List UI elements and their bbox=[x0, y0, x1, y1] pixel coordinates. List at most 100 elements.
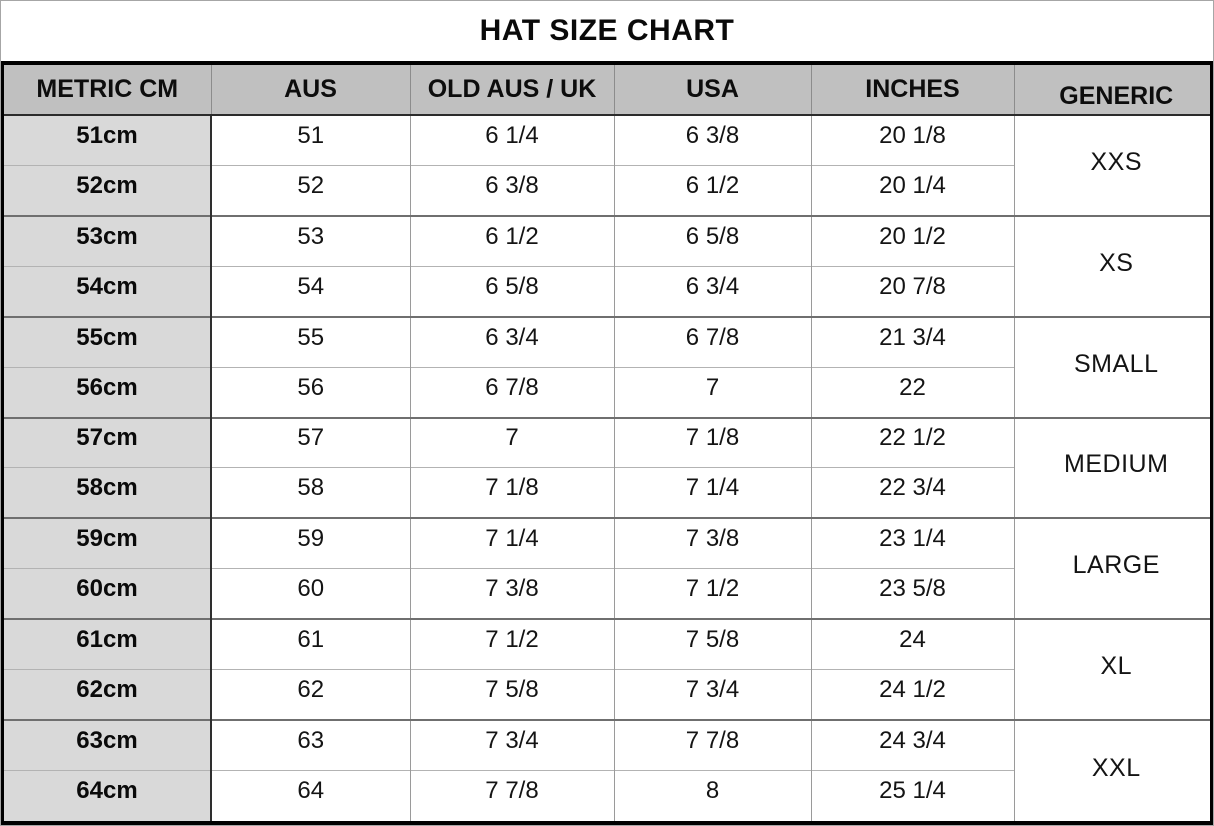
inches-size-cell: 24 1/2 bbox=[810, 669, 1014, 721]
aus-size-cell: 62 bbox=[210, 669, 410, 721]
metric-cm-cell: 53cm bbox=[4, 214, 211, 267]
metric-cm-cell: 61cm bbox=[4, 618, 211, 670]
size-table-container: METRIC CM AUS OLD AUS / UK USA INCHES GE… bbox=[1, 61, 1213, 825]
generic-size-cell: LARGE bbox=[1013, 517, 1210, 620]
old-aus-uk-size-cell: 6 1/2 bbox=[409, 214, 614, 267]
table-row: 57cm 57 7 7 1/8 22 1/2 MEDIUM bbox=[4, 416, 1210, 519]
inches-size-cell: 22 3/4 bbox=[810, 467, 1014, 519]
column-header-old-aus-uk: OLD AUS / UK bbox=[409, 65, 614, 116]
old-aus-uk-size-cell: 6 3/8 bbox=[409, 164, 614, 216]
table-header: METRIC CM AUS OLD AUS / UK USA INCHES GE… bbox=[4, 65, 1210, 116]
aus-size-cell: 54 bbox=[210, 265, 410, 317]
old-aus-uk-size-cell: 7 1/8 bbox=[409, 467, 614, 519]
table-row: 64cm 64 7 7/8 8 25 1/4 bbox=[4, 769, 1210, 821]
inches-size-cell: 25 1/4 bbox=[810, 769, 1014, 821]
inches-size-cell: 20 1/2 bbox=[810, 214, 1014, 267]
old-aus-uk-size-cell: 7 1/2 bbox=[409, 618, 614, 670]
usa-size-cell: 7 7/8 bbox=[613, 719, 811, 771]
metric-cm-cell: 63cm bbox=[4, 719, 211, 771]
table-row: 63cm 63 7 3/4 7 7/8 24 3/4 XXL bbox=[4, 719, 1210, 821]
aus-size-cell: 61 bbox=[210, 618, 410, 670]
table-row: 53cm 53 6 1/2 6 5/8 20 1/2 XS bbox=[4, 214, 1210, 317]
aus-size-cell: 64 bbox=[210, 769, 410, 821]
usa-size-cell: 6 3/4 bbox=[613, 265, 811, 317]
generic-size-cell: XXS bbox=[1013, 115, 1210, 216]
table-row: 58cm 58 7 1/8 7 1/4 22 3/4 bbox=[4, 467, 1210, 519]
old-aus-uk-size-cell: 7 3/8 bbox=[409, 568, 614, 620]
table-row: 60cm 60 7 3/8 7 1/2 23 5/8 bbox=[4, 568, 1210, 620]
chart-title: HAT SIZE CHART bbox=[479, 14, 735, 47]
usa-size-cell: 6 5/8 bbox=[613, 214, 811, 267]
metric-cm-cell: 54cm bbox=[4, 265, 211, 317]
generic-size-cell: SMALL bbox=[1013, 315, 1210, 418]
usa-size-cell: 7 3/8 bbox=[613, 517, 811, 569]
aus-size-cell: 51 bbox=[210, 115, 410, 166]
column-header-usa: USA bbox=[613, 65, 811, 116]
old-aus-uk-size-cell: 7 5/8 bbox=[409, 669, 614, 721]
inches-size-cell: 23 5/8 bbox=[810, 568, 1014, 620]
aus-size-cell: 53 bbox=[210, 214, 410, 267]
old-aus-uk-size-cell: 6 7/8 bbox=[409, 366, 614, 418]
inches-size-cell: 23 1/4 bbox=[810, 517, 1014, 569]
aus-size-cell: 59 bbox=[210, 517, 410, 569]
old-aus-uk-size-cell: 7 3/4 bbox=[409, 719, 614, 771]
usa-size-cell: 7 3/4 bbox=[613, 669, 811, 721]
aus-size-cell: 60 bbox=[210, 568, 410, 620]
table-row: 56cm 56 6 7/8 7 22 bbox=[4, 366, 1210, 418]
usa-size-cell: 6 1/2 bbox=[613, 164, 811, 216]
usa-size-cell: 6 7/8 bbox=[613, 315, 811, 368]
usa-size-cell: 7 bbox=[613, 366, 811, 418]
metric-cm-cell: 51cm bbox=[4, 115, 211, 166]
inches-size-cell: 21 3/4 bbox=[810, 315, 1014, 368]
inches-size-cell: 24 3/4 bbox=[810, 719, 1014, 771]
table-body: 51cm 51 6 1/4 6 3/8 20 1/8 XXS 52cm 52 6 3/8 6 1/… bbox=[4, 115, 1210, 821]
metric-cm-cell: 62cm bbox=[4, 669, 211, 721]
inches-size-cell: 20 1/4 bbox=[810, 164, 1014, 216]
old-aus-uk-size-cell: 7 bbox=[409, 416, 614, 468]
old-aus-uk-size-cell: 6 5/8 bbox=[409, 265, 614, 317]
aus-size-cell: 55 bbox=[210, 315, 410, 368]
old-aus-uk-size-cell: 7 7/8 bbox=[409, 769, 614, 821]
usa-size-cell: 8 bbox=[613, 769, 811, 821]
column-header-metric-cm: METRIC CM bbox=[4, 65, 211, 116]
usa-size-cell: 7 1/4 bbox=[613, 467, 811, 519]
usa-size-cell: 6 3/8 bbox=[613, 115, 811, 166]
metric-cm-cell: 57cm bbox=[4, 416, 211, 468]
metric-cm-cell: 60cm bbox=[4, 568, 211, 620]
table-row: 62cm 62 7 5/8 7 3/4 24 1/2 bbox=[4, 669, 1210, 721]
metric-cm-cell: 55cm bbox=[4, 315, 211, 368]
aus-size-cell: 63 bbox=[210, 719, 410, 771]
table-row: 51cm 51 6 1/4 6 3/8 20 1/8 XXS bbox=[4, 115, 1210, 216]
aus-size-cell: 56 bbox=[210, 366, 410, 418]
metric-cm-cell: 58cm bbox=[4, 467, 211, 519]
column-header-generic: GENERIC bbox=[1013, 65, 1210, 116]
old-aus-uk-size-cell: 6 3/4 bbox=[409, 315, 614, 368]
aus-size-cell: 57 bbox=[210, 416, 410, 468]
inches-size-cell: 24 bbox=[810, 618, 1014, 670]
header-row: METRIC CM AUS OLD AUS / UK USA INCHES GE… bbox=[4, 65, 1210, 116]
inches-size-cell: 22 1/2 bbox=[810, 416, 1014, 468]
table-row: 52cm 52 6 3/8 6 1/2 20 1/4 bbox=[4, 164, 1210, 216]
metric-cm-cell: 56cm bbox=[4, 366, 211, 418]
inches-size-cell: 20 7/8 bbox=[810, 265, 1014, 317]
metric-cm-cell: 59cm bbox=[4, 517, 211, 569]
old-aus-uk-size-cell: 6 1/4 bbox=[409, 115, 614, 166]
hat-size-table: METRIC CM AUS OLD AUS / UK USA INCHES GE… bbox=[4, 65, 1210, 821]
generic-size-cell: XS bbox=[1013, 214, 1210, 317]
generic-size-cell: XL bbox=[1013, 618, 1210, 721]
usa-size-cell: 7 5/8 bbox=[613, 618, 811, 670]
table-row: 54cm 54 6 5/8 6 3/4 20 7/8 bbox=[4, 265, 1210, 317]
metric-cm-cell: 64cm bbox=[4, 769, 211, 821]
generic-size-cell: XXL bbox=[1013, 719, 1210, 821]
inches-size-cell: 22 bbox=[810, 366, 1014, 418]
column-header-aus: AUS bbox=[210, 65, 410, 116]
table-row: 61cm 61 7 1/2 7 5/8 24 XL bbox=[4, 618, 1210, 721]
generic-size-cell: MEDIUM bbox=[1013, 416, 1210, 519]
metric-cm-cell: 52cm bbox=[4, 164, 211, 216]
chart-title-bar: HAT SIZE CHART bbox=[1, 1, 1213, 61]
aus-size-cell: 58 bbox=[210, 467, 410, 519]
table-row: 59cm 59 7 1/4 7 3/8 23 1/4 LARGE bbox=[4, 517, 1210, 620]
aus-size-cell: 52 bbox=[210, 164, 410, 216]
column-header-inches: INCHES bbox=[810, 65, 1014, 116]
